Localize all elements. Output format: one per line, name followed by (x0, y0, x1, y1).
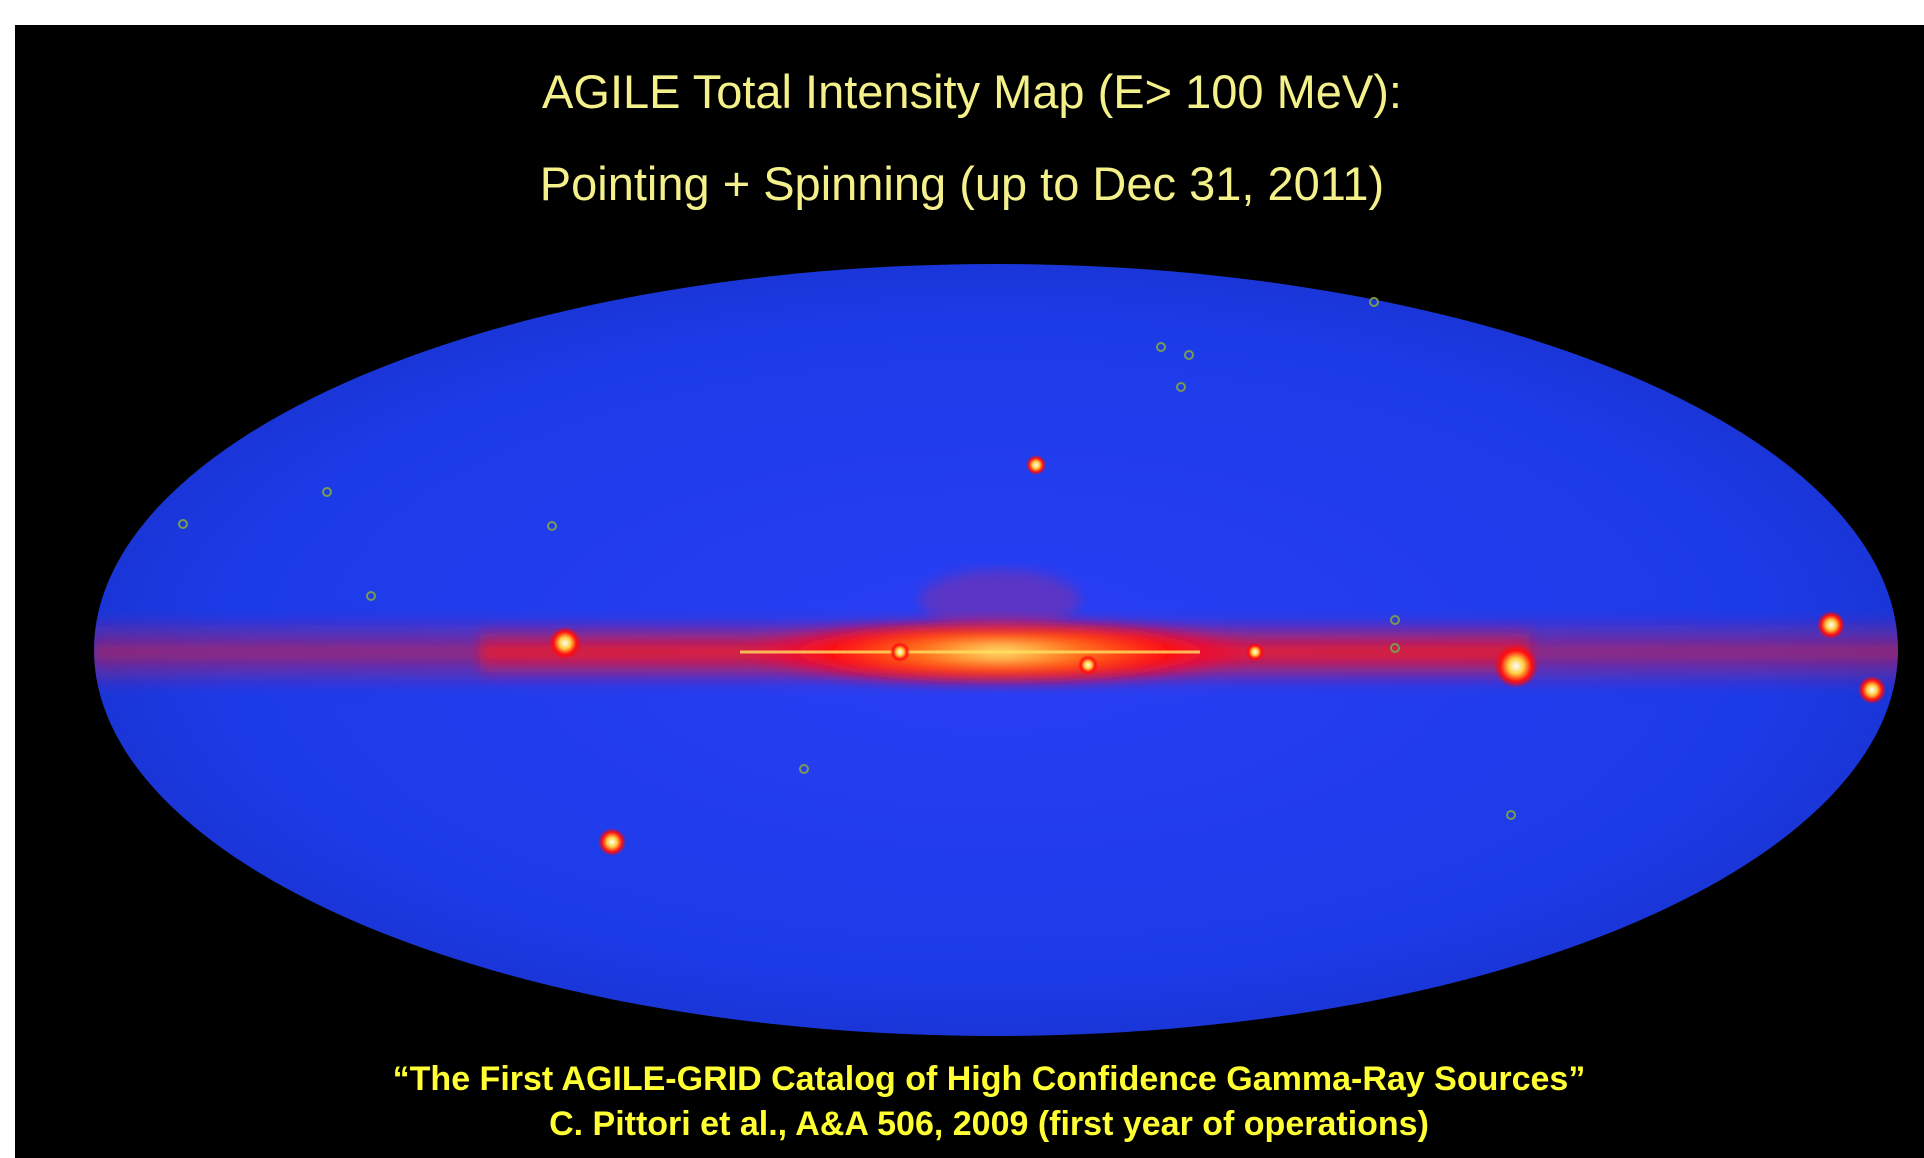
citation-line: C. Pittori et al., A&A 506, 2009 (first … (549, 1105, 1429, 1143)
title-line: AGILE Total Intensity Map (E> 100 MeV): (542, 65, 1402, 118)
citation-line: “The First AGILE-GRID Catalog of High Co… (393, 1060, 1586, 1098)
slide: AGILE Total Intensity Map (E> 100 MeV): … (0, 0, 1924, 1158)
sky-map (90, 264, 1910, 1036)
page: AGILE Total Intensity Map (E> 100 MeV): … (0, 0, 1924, 1158)
title-line: Pointing + Spinning (up to Dec 31, 2011) (540, 157, 1384, 210)
